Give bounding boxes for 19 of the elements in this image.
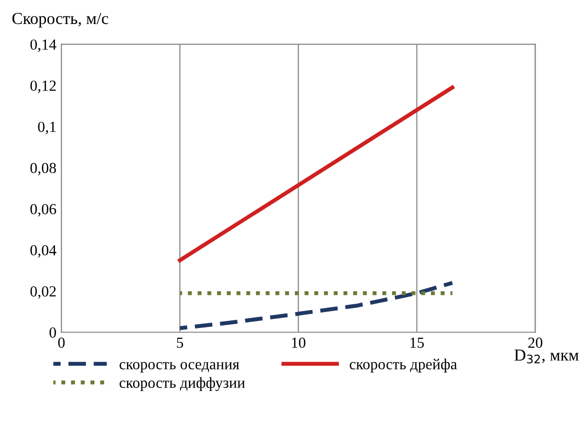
y-axis-title: Скорость, м/с [12,12,108,28]
line-series [178,280,454,330]
x-tick-label: 20 [528,338,542,348]
legend-label: скорость дрейфа [350,358,457,372]
y-tick-label: 0,08 [30,162,56,176]
x-tick-label: 15 [410,338,424,348]
legend-label: скорость оседания [120,362,240,372]
y-tick-label: 0,04 [30,245,56,258]
y-tick-label: 0,02 [30,286,56,299]
y-tick-label: 0 [50,327,56,338]
legend-label: скорость диффузии [120,377,245,392]
x-tick-label: 0 [58,338,65,348]
y-tick-label: 0,12 [30,80,56,94]
x-tick-label: 5 [176,338,184,348]
y-tick-label: 0,06 [30,204,56,216]
x-axis-title: D$_{32}$, мкм [514,350,579,364]
x-tick-label: 10 [292,338,306,348]
y-tick-label: 0,14 [30,39,56,52]
y-tick-label: 0,1 [38,122,56,134]
